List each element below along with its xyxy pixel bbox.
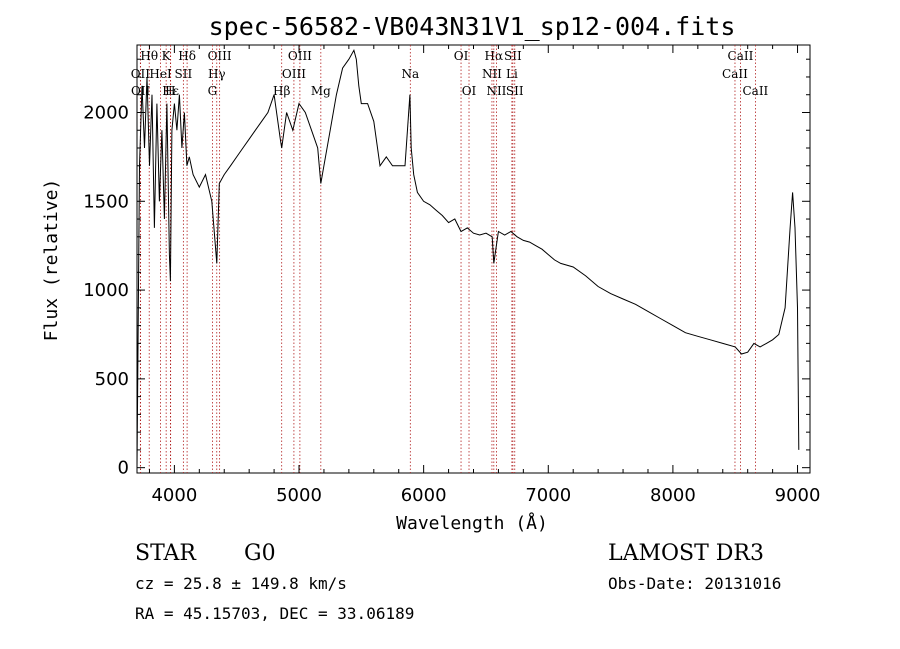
- x-tick-label-4: 8000: [650, 485, 696, 506]
- emission-line-label-14: Na: [401, 67, 419, 81]
- y-tick-label-4: 2000: [83, 102, 129, 123]
- emission-line-label-6: Hα: [485, 49, 504, 63]
- emission-line-label-12: Hγ: [208, 67, 226, 81]
- emission-line-label-20: H: [165, 84, 175, 98]
- object-class: STAR: [135, 541, 197, 566]
- x-tick-label-2: 6000: [401, 485, 447, 506]
- emission-line-label-18: OII: [131, 84, 151, 98]
- plot-frame: [136, 44, 811, 474]
- emission-line-label-25: NII: [486, 84, 506, 98]
- chart-title: spec-56582-VB043N31V1_sp12-004.fits: [209, 12, 736, 41]
- object-subclass: G0: [244, 541, 276, 566]
- emission-line-label-7: SII: [504, 49, 522, 63]
- x-axis-ticks: 4000 5000 6000 7000 8000 9000: [148, 45, 821, 506]
- y-tick-label-1: 500: [95, 369, 129, 390]
- emission-line-label-16: Li: [506, 67, 518, 81]
- emission-line-label-23: Mg: [311, 84, 331, 98]
- x-tick-label-3: 7000: [525, 485, 571, 506]
- emission-line-label-11: SII: [175, 67, 193, 81]
- emission-line-label-26: SII: [506, 84, 524, 98]
- y-tick-label-2: 1000: [83, 280, 129, 301]
- x-tick-label-5: 9000: [775, 485, 821, 506]
- flux-series-line: [136, 48, 800, 468]
- emission-line-label-2: Hδ: [178, 49, 196, 63]
- emission-line-label-10: HeI: [149, 67, 172, 81]
- x-tick-label-1: 5000: [276, 485, 322, 506]
- emission-line-label-3: OIII: [208, 49, 232, 63]
- emission-line-label-5: OI: [454, 49, 469, 63]
- ra-dec-coordinates: RA = 45.15703, DEC = 33.06189: [135, 604, 414, 623]
- emission-line-label-1: K: [162, 49, 172, 63]
- y-tick-label-0: 0: [118, 458, 129, 479]
- emission-line-label-0: Hθ: [140, 49, 158, 63]
- y-axis-label: Flux (relative): [41, 179, 62, 342]
- y-axis-ticks: 0 500 1000 1500 2000: [83, 58, 810, 479]
- emission-line-label-17: CaII: [722, 67, 748, 81]
- emission-line-label-15: NII: [482, 67, 502, 81]
- emission-line-label-13: OIII: [282, 67, 306, 81]
- observation-date: Obs-Date: 20131016: [608, 574, 781, 593]
- emission-line-label-21: G: [208, 84, 218, 98]
- emission-line-label-24: OI: [462, 84, 477, 98]
- y-tick-label-3: 1500: [83, 191, 129, 212]
- survey-name: LAMOST DR3: [608, 541, 764, 566]
- emission-line-label-27: CaII: [742, 84, 768, 98]
- x-axis-label: Wavelength (Å): [396, 512, 548, 534]
- redshift-cz: cz = 25.8 ± 149.8 km/s: [135, 574, 347, 593]
- x-tick-label-0: 4000: [151, 485, 197, 506]
- emission-line-label-4: OIII: [288, 49, 312, 63]
- emission-line-label-8: CaII: [728, 49, 754, 63]
- emission-line-label-22: Hβ: [273, 84, 290, 98]
